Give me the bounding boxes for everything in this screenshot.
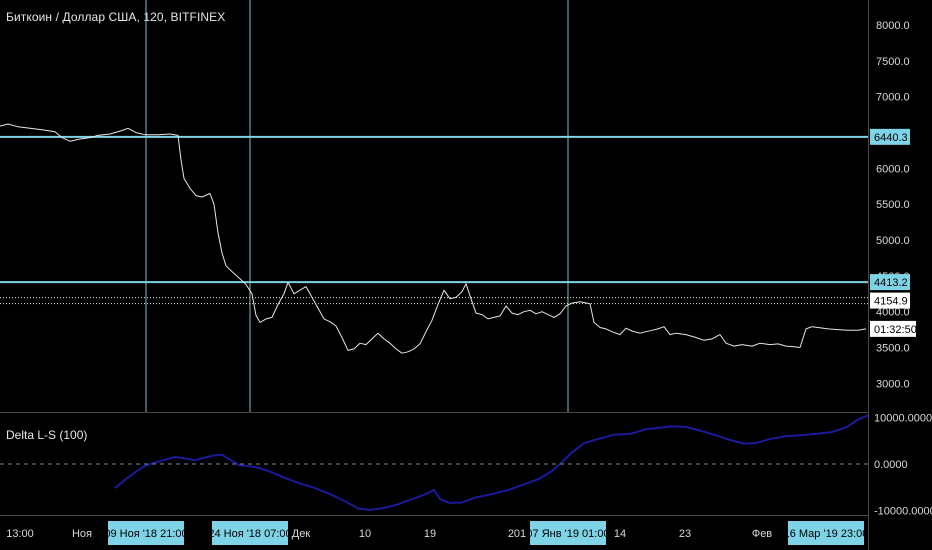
price-tick-label: 4000.0 (876, 307, 910, 319)
price-tick-label: 5500.0 (876, 199, 910, 211)
price-tick-label: 5000.0 (876, 235, 910, 247)
current-price-tag[interactable] (870, 320, 916, 337)
level-price-tag-text: 6440.3 (874, 132, 908, 144)
price-series (0, 123, 867, 354)
time-axis-label: 19 (424, 528, 436, 540)
level-price-tag[interactable] (870, 274, 910, 291)
crosshair-date-tag[interactable] (788, 521, 864, 545)
price-tick-label: 7000.0 (876, 92, 910, 104)
crosshair-date-tag[interactable] (108, 521, 184, 545)
crosshair-date-tag[interactable] (212, 521, 288, 545)
time-axis-label: 14 (614, 528, 626, 540)
price-tick-label: 6000.0 (876, 163, 910, 175)
indicator-tick-label: 0.0000 (874, 459, 908, 471)
indicator-series (114, 414, 869, 511)
level-price-tag[interactable] (870, 292, 910, 309)
crosshair-date-tag-text: 16 Мар '19 23:00 (784, 528, 869, 540)
price-line[interactable] (0, 123, 867, 354)
price-tick-label: 3500.0 (876, 343, 910, 355)
crosshair-date-tag-text: 07 Янв '19 01:00 (526, 528, 609, 540)
crosshair-date-tag-text: 24 Ноя '18 07:00 (208, 528, 291, 540)
indicator-title[interactable]: Delta L-S (100) (6, 428, 88, 442)
horizontal-levels (0, 135, 868, 305)
price-tick-label: 3000.0 (876, 378, 910, 390)
crosshair-date-tag-text: 09 Ноя '18 21:00 (104, 528, 187, 540)
current-price-tag-text: 01:32:50 (874, 324, 917, 336)
time-axis-label: 23 (679, 528, 691, 540)
time-axis-label: Ноя (72, 528, 92, 540)
time-axis-label: Дек (292, 528, 311, 540)
price-tick-label: 8000.0 (876, 20, 910, 32)
indicator-tick-label: -10000.0000 (874, 505, 932, 517)
delta-ls-line[interactable] (114, 414, 869, 511)
crosshair-date-tag[interactable] (530, 521, 606, 545)
price-tick-label: 7500.0 (876, 56, 910, 68)
vertical-lines (145, 0, 569, 412)
time-axis-label: 10 (359, 528, 371, 540)
symbol-title[interactable]: Биткоин / Доллар США, 120, BITFINEX (6, 10, 226, 24)
time-axis-label: Фев (752, 528, 772, 540)
axes (0, 0, 869, 550)
indicator-tick-label: 10000.0000 (874, 413, 932, 425)
level-price-tag-text: 4413.2 (874, 277, 908, 289)
time-axis-label: 201 (508, 528, 526, 540)
time-axis-label: 13:00 (6, 528, 34, 540)
axis-labels: 8000.07500.07000.06500.06000.05500.05000… (6, 20, 932, 545)
level-price-tag[interactable] (870, 128, 910, 145)
level-price-tag-text: 4154.9 (874, 296, 908, 308)
